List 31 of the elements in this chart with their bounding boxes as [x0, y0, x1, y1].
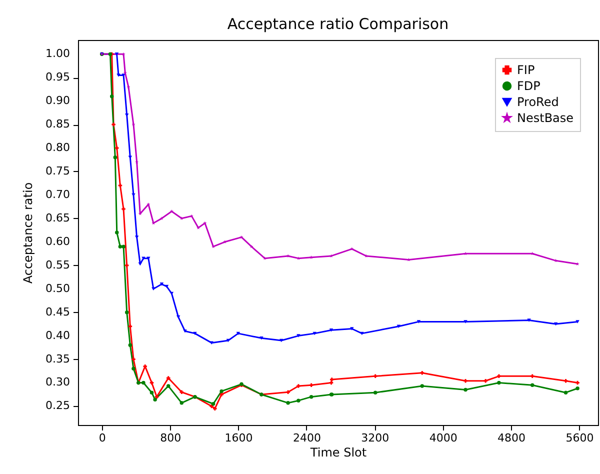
x-tick-label: 4800	[498, 432, 526, 444]
x-tick-label: 0	[98, 432, 106, 444]
chart-title: Acceptance ratio Comparison	[227, 15, 449, 33]
y-tick-label: 0.40	[46, 328, 70, 342]
x-tick-label: 800	[160, 432, 182, 444]
x-tick-label: 5600	[566, 432, 594, 444]
y-tick-label: 0.80	[46, 140, 70, 154]
legend-label: NestBase	[517, 111, 574, 125]
y-axis-title: Acceptance ratio	[21, 182, 35, 284]
legend-label: ProRed	[517, 95, 559, 109]
y-tick-label: 0.60	[46, 234, 70, 248]
y-tick-label: 1.00	[46, 47, 70, 60]
x-tick-label: 1600	[224, 432, 253, 444]
legend-label: FDP	[517, 79, 540, 93]
y-tick-label: 0.25	[46, 399, 70, 412]
y-tick-label: 0.75	[46, 164, 70, 178]
y-tick-label: 0.65	[46, 211, 70, 224]
y-tick-label: 0.45	[46, 305, 70, 318]
y-tick-label: 0.50	[46, 282, 70, 295]
x-axis-title: Time Slot	[309, 446, 367, 460]
y-tick-label: 0.95	[46, 70, 70, 84]
legend-label: FIP	[517, 63, 535, 77]
y-tick-label: 0.35	[46, 352, 70, 366]
y-tick-label: 0.70	[46, 188, 70, 201]
x-tick-label: 4000	[429, 432, 458, 444]
y-tick-label: 0.30	[46, 376, 70, 389]
x-tick-label: 3200	[361, 432, 390, 444]
y-tick-label: 0.90	[46, 94, 70, 108]
y-tick-label: 0.85	[46, 118, 70, 131]
x-tick-label: 2400	[292, 432, 321, 444]
y-tick-label: 0.55	[46, 258, 70, 272]
